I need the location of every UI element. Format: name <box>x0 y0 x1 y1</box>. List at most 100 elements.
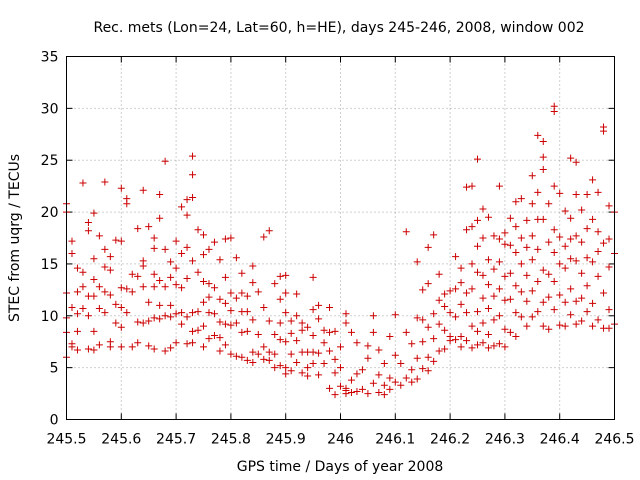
data-point <box>501 296 509 304</box>
data-point <box>210 284 218 292</box>
plot-frame <box>66 56 615 420</box>
x-tick-label: 245.6 <box>101 432 141 448</box>
data-point <box>561 298 569 306</box>
data-point <box>90 346 98 354</box>
data-point <box>539 215 547 223</box>
data-point <box>512 223 520 231</box>
data-point <box>134 225 142 233</box>
data-point <box>430 310 438 318</box>
data-point <box>178 203 186 211</box>
data-point <box>539 298 547 306</box>
data-point <box>517 234 525 242</box>
data-point <box>134 339 142 347</box>
data-point <box>528 172 536 180</box>
data-point <box>605 306 613 314</box>
data-point <box>139 262 147 270</box>
data-point <box>134 272 142 280</box>
data-point <box>594 272 602 280</box>
data-point <box>260 343 268 351</box>
data-point <box>495 285 503 293</box>
data-point <box>402 374 410 382</box>
data-point <box>528 287 536 295</box>
data-point <box>567 214 575 222</box>
data-point <box>106 291 114 299</box>
data-point <box>309 273 317 281</box>
data-point <box>391 311 399 319</box>
data-point <box>117 303 125 311</box>
data-point <box>397 381 405 389</box>
data-point <box>183 340 191 348</box>
data-point <box>232 319 240 327</box>
data-point <box>435 320 443 328</box>
data-point <box>545 238 553 246</box>
data-point <box>550 182 558 190</box>
data-point <box>210 331 218 339</box>
data-point <box>183 243 191 251</box>
data-point <box>205 245 213 253</box>
data-point <box>101 245 109 253</box>
data-point <box>446 309 454 317</box>
data-point <box>484 213 492 221</box>
data-point <box>112 300 120 308</box>
data-point <box>189 339 197 347</box>
data-point <box>106 266 114 274</box>
data-point <box>128 343 136 351</box>
y-tick-label: 35 <box>41 50 59 66</box>
data-point <box>221 299 229 307</box>
data-point <box>326 347 334 355</box>
data-point <box>380 381 388 389</box>
data-point <box>572 297 580 305</box>
x-tick-label: 246.5 <box>594 432 634 448</box>
data-point <box>556 291 564 299</box>
data-point <box>200 343 207 351</box>
data-point <box>572 320 580 328</box>
data-point <box>506 241 514 249</box>
data-point <box>567 235 575 243</box>
data-point <box>68 303 76 311</box>
data-point <box>189 257 197 265</box>
data-point <box>309 348 317 356</box>
data-point <box>347 376 355 384</box>
data-point <box>468 285 476 293</box>
data-point <box>561 264 569 272</box>
data-point <box>287 317 295 325</box>
data-point <box>282 271 290 279</box>
data-point <box>545 293 553 301</box>
data-point <box>523 243 531 251</box>
data-points <box>63 102 618 399</box>
data-point <box>413 375 421 383</box>
data-point <box>506 328 514 336</box>
data-point <box>556 189 564 197</box>
data-point <box>337 343 344 351</box>
data-point <box>528 313 536 321</box>
y-tick-label: 5 <box>50 361 59 377</box>
data-point <box>490 316 498 324</box>
data-point <box>282 289 290 297</box>
data-point <box>156 315 164 323</box>
data-point <box>276 319 284 327</box>
data-point <box>572 232 580 240</box>
data-point <box>90 327 98 335</box>
data-point <box>600 127 608 135</box>
data-point <box>534 188 542 196</box>
y-tick-label: 0 <box>50 413 59 429</box>
data-point <box>232 294 240 302</box>
data-point <box>534 245 542 253</box>
data-point <box>271 330 279 338</box>
data-point <box>210 310 218 318</box>
data-point <box>391 351 399 359</box>
data-point <box>90 209 98 217</box>
data-point <box>232 254 240 262</box>
data-point <box>320 326 328 334</box>
data-point <box>435 296 443 304</box>
data-point <box>243 308 251 316</box>
data-point <box>95 305 103 313</box>
data-point <box>150 283 158 291</box>
data-point <box>468 223 476 231</box>
data-point <box>545 270 553 278</box>
data-point <box>484 256 492 264</box>
x-tick-label: 245.8 <box>211 432 251 448</box>
data-point <box>457 279 465 287</box>
data-point <box>145 223 153 231</box>
data-point <box>282 370 290 378</box>
